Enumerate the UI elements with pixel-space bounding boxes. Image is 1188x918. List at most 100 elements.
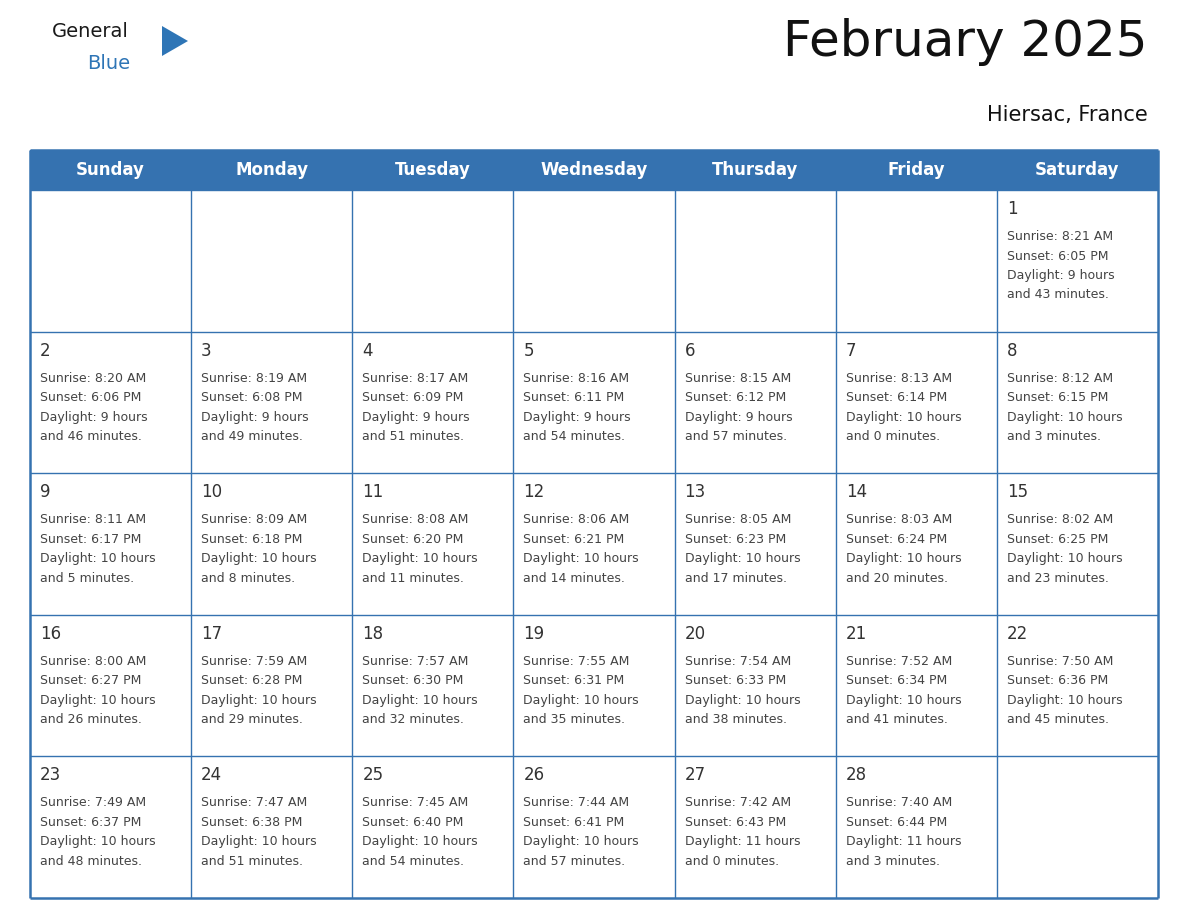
Text: 23: 23 — [40, 767, 62, 784]
Text: Daylight: 10 hours: Daylight: 10 hours — [524, 835, 639, 848]
Text: 5: 5 — [524, 341, 533, 360]
Bar — [30, 150, 1158, 190]
Text: 15: 15 — [1007, 483, 1028, 501]
Text: 22: 22 — [1007, 625, 1028, 643]
Text: 8: 8 — [1007, 341, 1017, 360]
Text: 1: 1 — [1007, 200, 1017, 218]
Text: and 17 minutes.: and 17 minutes. — [684, 572, 786, 585]
Text: 4: 4 — [362, 341, 373, 360]
Text: and 20 minutes.: and 20 minutes. — [846, 572, 948, 585]
Text: Sunrise: 7:40 AM: Sunrise: 7:40 AM — [846, 797, 952, 810]
Text: Tuesday: Tuesday — [394, 161, 470, 179]
Text: Sunset: 6:09 PM: Sunset: 6:09 PM — [362, 391, 463, 404]
Text: and 54 minutes.: and 54 minutes. — [362, 855, 465, 868]
Text: Sunset: 6:11 PM: Sunset: 6:11 PM — [524, 391, 625, 404]
Text: and 23 minutes.: and 23 minutes. — [1007, 572, 1108, 585]
Text: Sunset: 6:15 PM: Sunset: 6:15 PM — [1007, 391, 1108, 404]
Text: Daylight: 10 hours: Daylight: 10 hours — [201, 694, 317, 707]
Text: Daylight: 10 hours: Daylight: 10 hours — [524, 694, 639, 707]
Text: Sunset: 6:14 PM: Sunset: 6:14 PM — [846, 391, 947, 404]
Text: Daylight: 10 hours: Daylight: 10 hours — [201, 835, 317, 848]
Text: Sunset: 6:31 PM: Sunset: 6:31 PM — [524, 675, 625, 688]
Text: Sunrise: 7:59 AM: Sunrise: 7:59 AM — [201, 655, 308, 667]
Text: Daylight: 10 hours: Daylight: 10 hours — [362, 553, 478, 565]
Text: and 43 minutes.: and 43 minutes. — [1007, 288, 1108, 301]
Text: Sunset: 6:33 PM: Sunset: 6:33 PM — [684, 675, 785, 688]
Text: and 48 minutes.: and 48 minutes. — [40, 855, 143, 868]
Text: Sunset: 6:12 PM: Sunset: 6:12 PM — [684, 391, 785, 404]
Text: Monday: Monday — [235, 161, 308, 179]
Text: Daylight: 9 hours: Daylight: 9 hours — [201, 410, 309, 423]
Text: 7: 7 — [846, 341, 857, 360]
Text: Sunrise: 8:09 AM: Sunrise: 8:09 AM — [201, 513, 308, 526]
Text: Sunday: Sunday — [76, 161, 145, 179]
Text: Sunrise: 8:16 AM: Sunrise: 8:16 AM — [524, 372, 630, 385]
Text: Sunset: 6:40 PM: Sunset: 6:40 PM — [362, 816, 463, 829]
Text: Daylight: 11 hours: Daylight: 11 hours — [846, 835, 961, 848]
Text: 10: 10 — [201, 483, 222, 501]
Text: Sunset: 6:43 PM: Sunset: 6:43 PM — [684, 816, 785, 829]
Text: Sunrise: 8:00 AM: Sunrise: 8:00 AM — [40, 655, 146, 667]
Text: Daylight: 9 hours: Daylight: 9 hours — [362, 410, 470, 423]
Text: Sunset: 6:44 PM: Sunset: 6:44 PM — [846, 816, 947, 829]
Text: Sunset: 6:23 PM: Sunset: 6:23 PM — [684, 532, 785, 545]
Text: Sunrise: 8:13 AM: Sunrise: 8:13 AM — [846, 372, 952, 385]
Text: General: General — [52, 22, 128, 41]
Text: 27: 27 — [684, 767, 706, 784]
Text: Daylight: 10 hours: Daylight: 10 hours — [40, 694, 156, 707]
Text: and 3 minutes.: and 3 minutes. — [846, 855, 940, 868]
Text: Daylight: 10 hours: Daylight: 10 hours — [362, 835, 478, 848]
Text: and 57 minutes.: and 57 minutes. — [684, 431, 786, 443]
Text: 6: 6 — [684, 341, 695, 360]
Text: Sunrise: 7:44 AM: Sunrise: 7:44 AM — [524, 797, 630, 810]
Text: Sunset: 6:30 PM: Sunset: 6:30 PM — [362, 675, 463, 688]
Text: and 0 minutes.: and 0 minutes. — [684, 855, 778, 868]
Text: and 5 minutes.: and 5 minutes. — [40, 572, 134, 585]
Text: Sunrise: 7:55 AM: Sunrise: 7:55 AM — [524, 655, 630, 667]
Text: 20: 20 — [684, 625, 706, 643]
Text: and 0 minutes.: and 0 minutes. — [846, 431, 940, 443]
Text: Daylight: 10 hours: Daylight: 10 hours — [524, 553, 639, 565]
Text: Sunrise: 7:45 AM: Sunrise: 7:45 AM — [362, 797, 468, 810]
Text: Sunrise: 7:52 AM: Sunrise: 7:52 AM — [846, 655, 952, 667]
Text: Sunrise: 8:17 AM: Sunrise: 8:17 AM — [362, 372, 468, 385]
Text: Wednesday: Wednesday — [541, 161, 647, 179]
Text: Daylight: 10 hours: Daylight: 10 hours — [362, 694, 478, 707]
Text: Sunrise: 7:42 AM: Sunrise: 7:42 AM — [684, 797, 791, 810]
Text: and 35 minutes.: and 35 minutes. — [524, 713, 625, 726]
Text: and 29 minutes.: and 29 minutes. — [201, 713, 303, 726]
Text: Sunset: 6:36 PM: Sunset: 6:36 PM — [1007, 675, 1108, 688]
Text: 2: 2 — [40, 341, 51, 360]
Text: Daylight: 10 hours: Daylight: 10 hours — [40, 835, 156, 848]
Text: and 49 minutes.: and 49 minutes. — [201, 431, 303, 443]
Text: February 2025: February 2025 — [784, 18, 1148, 66]
Text: and 51 minutes.: and 51 minutes. — [362, 431, 465, 443]
Text: 13: 13 — [684, 483, 706, 501]
Text: Sunrise: 8:15 AM: Sunrise: 8:15 AM — [684, 372, 791, 385]
Text: and 51 minutes.: and 51 minutes. — [201, 855, 303, 868]
Text: and 46 minutes.: and 46 minutes. — [40, 431, 141, 443]
Text: Daylight: 10 hours: Daylight: 10 hours — [1007, 553, 1123, 565]
Text: Sunrise: 8:19 AM: Sunrise: 8:19 AM — [201, 372, 308, 385]
Text: Sunset: 6:05 PM: Sunset: 6:05 PM — [1007, 250, 1108, 263]
Text: and 3 minutes.: and 3 minutes. — [1007, 431, 1101, 443]
Text: Blue: Blue — [87, 54, 131, 73]
Text: Sunrise: 8:08 AM: Sunrise: 8:08 AM — [362, 513, 468, 526]
Text: and 41 minutes.: and 41 minutes. — [846, 713, 948, 726]
Text: 28: 28 — [846, 767, 867, 784]
Polygon shape — [162, 26, 188, 56]
Text: Daylight: 9 hours: Daylight: 9 hours — [684, 410, 792, 423]
Text: Sunrise: 7:47 AM: Sunrise: 7:47 AM — [201, 797, 308, 810]
Text: Sunset: 6:27 PM: Sunset: 6:27 PM — [40, 675, 141, 688]
Text: and 57 minutes.: and 57 minutes. — [524, 855, 626, 868]
Text: and 11 minutes.: and 11 minutes. — [362, 572, 465, 585]
Text: Daylight: 9 hours: Daylight: 9 hours — [40, 410, 147, 423]
Text: Saturday: Saturday — [1035, 161, 1119, 179]
Text: 14: 14 — [846, 483, 867, 501]
Text: Thursday: Thursday — [712, 161, 798, 179]
Text: Daylight: 10 hours: Daylight: 10 hours — [1007, 410, 1123, 423]
Text: Sunset: 6:20 PM: Sunset: 6:20 PM — [362, 532, 463, 545]
Text: 12: 12 — [524, 483, 544, 501]
Text: Daylight: 10 hours: Daylight: 10 hours — [846, 694, 961, 707]
Text: 9: 9 — [40, 483, 51, 501]
